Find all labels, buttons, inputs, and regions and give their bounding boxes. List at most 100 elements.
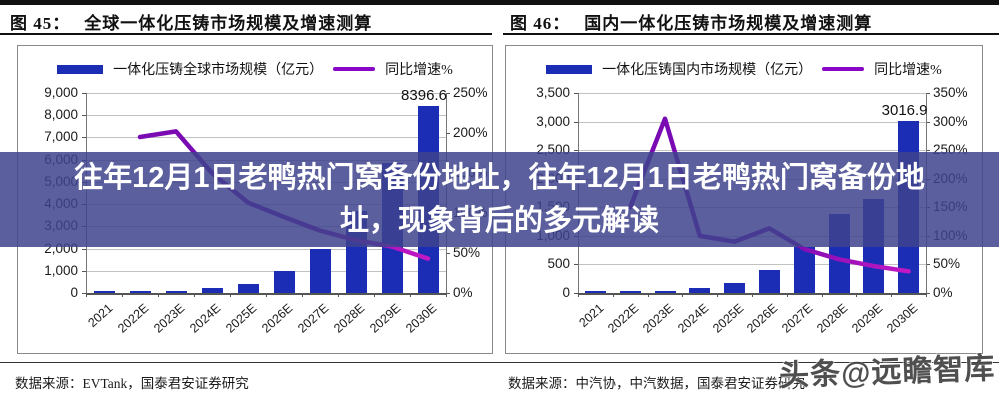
right-figure-number: 图 46： bbox=[510, 14, 571, 33]
x-axis-tick bbox=[302, 293, 303, 297]
left-chart-legend: 一体化压铸全球市场规模（亿元） 同比增速% bbox=[18, 59, 492, 79]
y-axis-tick bbox=[574, 150, 578, 152]
bar-legend-label: 一体化压铸全球市场规模（亿元） bbox=[113, 63, 324, 78]
bar-2021 bbox=[584, 291, 606, 293]
gridline bbox=[86, 93, 446, 94]
top-rule bbox=[0, 0, 999, 5]
x-axis-tick bbox=[752, 293, 753, 297]
bar-2022E bbox=[129, 290, 151, 293]
bar-2026E bbox=[273, 270, 295, 293]
line-legend-swatch bbox=[822, 67, 865, 71]
y-axis-label: 9,000 bbox=[44, 85, 78, 100]
y-axis-label: 7,000 bbox=[44, 129, 78, 145]
y2-axis-label: 0% bbox=[453, 285, 473, 300]
x-axis-tick bbox=[194, 293, 195, 297]
line-legend-label: 同比增速% bbox=[385, 63, 453, 78]
x-axis-tick bbox=[717, 293, 719, 297]
bar-2024E bbox=[689, 287, 711, 293]
bar-2022E bbox=[619, 291, 641, 293]
overlay-text-line2: 址，现象背后的多元解读 bbox=[339, 204, 659, 237]
y-axis-tick bbox=[82, 115, 86, 117]
bar-2023E bbox=[165, 290, 187, 293]
y2-axis-tick bbox=[446, 253, 450, 254]
gridline bbox=[578, 150, 926, 152]
right-chart-source: 数据来源：中汽协，中汽数据，国泰君安证券研究 bbox=[508, 376, 805, 391]
y2-axis-label: 250% bbox=[453, 85, 488, 100]
right-figure-title: 图 46： 国内一体化压铸市场规模及增速测算 bbox=[510, 9, 872, 34]
x-axis-tick bbox=[856, 293, 858, 297]
y-axis-label: 500 bbox=[547, 256, 570, 272]
bar-2027E bbox=[309, 249, 331, 293]
y-axis-tick bbox=[574, 121, 578, 123]
y-axis-tick bbox=[574, 293, 578, 294]
line-legend-swatch bbox=[333, 67, 376, 71]
y-axis-label: 1,000 bbox=[44, 262, 78, 278]
y2-axis-tick bbox=[926, 293, 930, 294]
y2-axis-label: 300% bbox=[933, 113, 968, 129]
y-axis-label: 3,500 bbox=[536, 85, 570, 100]
y2-axis-tick bbox=[446, 133, 450, 134]
bar-2023E bbox=[654, 291, 676, 293]
bar-2025E bbox=[237, 283, 259, 293]
gridline bbox=[578, 264, 926, 266]
watermark: 头条@远瞻智库 bbox=[778, 352, 996, 393]
y-axis-tick bbox=[82, 93, 86, 94]
x-axis-tick bbox=[230, 293, 231, 297]
y-axis-tick bbox=[82, 270, 86, 272]
bar-legend-swatch bbox=[57, 64, 104, 74]
x-axis-tick bbox=[338, 293, 339, 297]
y2-axis-label: 350% bbox=[933, 85, 968, 100]
y2-axis-label: 50% bbox=[933, 256, 961, 272]
x-axis-tick bbox=[122, 293, 123, 297]
footer-rule bbox=[0, 362, 999, 363]
x-axis-tick bbox=[86, 293, 87, 297]
y-axis-tick bbox=[82, 137, 86, 139]
gridline bbox=[86, 137, 446, 139]
x-axis-tick bbox=[158, 293, 159, 297]
x-axis-tick bbox=[682, 293, 684, 297]
y-axis-tick bbox=[82, 248, 86, 250]
bar-value-label: 8396.6 bbox=[401, 87, 447, 105]
y-axis-tick bbox=[82, 293, 86, 294]
y-axis-tick bbox=[574, 93, 578, 94]
left-figure-number: 图 45： bbox=[10, 14, 71, 33]
y2-axis-tick bbox=[926, 150, 930, 152]
y-axis-tick bbox=[574, 264, 578, 266]
gridline bbox=[578, 93, 926, 94]
x-axis-tick bbox=[446, 293, 447, 297]
y2-axis-label: 0% bbox=[933, 285, 953, 300]
bar-legend-swatch bbox=[546, 64, 593, 74]
y-axis-label: 0 bbox=[562, 285, 570, 300]
y-axis-label: 3,000 bbox=[536, 113, 570, 129]
left-title-underline bbox=[0, 33, 492, 35]
gridline bbox=[578, 121, 926, 123]
y-axis-label: 0 bbox=[70, 285, 78, 300]
y2-axis-tick bbox=[446, 293, 450, 294]
bar-2024E bbox=[201, 288, 223, 293]
bar-legend-label: 一体化压铸国内市场规模（亿元） bbox=[602, 63, 813, 78]
x-axis-tick bbox=[821, 293, 823, 297]
y-axis-label: 8,000 bbox=[44, 107, 78, 123]
x-axis-tick bbox=[266, 293, 267, 297]
x-axis-tick bbox=[647, 293, 649, 297]
gridline bbox=[86, 115, 446, 117]
y2-axis-tick bbox=[926, 264, 930, 266]
x-axis-tick bbox=[926, 293, 927, 297]
x-axis-tick bbox=[410, 293, 411, 297]
y2-axis-label: 200% bbox=[453, 125, 488, 140]
gridline bbox=[86, 248, 446, 250]
left-figure-title: 图 45： 全球一体化压铸市场规模及增速测算 bbox=[10, 9, 372, 34]
bar-2026E bbox=[758, 270, 780, 293]
y2-axis-label: 50% bbox=[453, 245, 481, 260]
x-axis-tick bbox=[374, 293, 375, 297]
right-chart-legend: 一体化压铸国内市场规模（亿元） 同比增速% bbox=[506, 59, 982, 79]
right-title-underline bbox=[503, 33, 999, 35]
x-axis-tick bbox=[612, 293, 614, 297]
x-axis-tick bbox=[578, 293, 579, 297]
bar-value-label: 3016.9 bbox=[881, 101, 928, 119]
bar-2027E bbox=[793, 246, 815, 293]
y2-axis-tick bbox=[926, 121, 930, 123]
overlay-text-line1: 往年12月1日老鸭热门窝备份地址，往年12月1日老鸭热门窝备份地 bbox=[74, 161, 925, 194]
gridline bbox=[86, 270, 446, 272]
